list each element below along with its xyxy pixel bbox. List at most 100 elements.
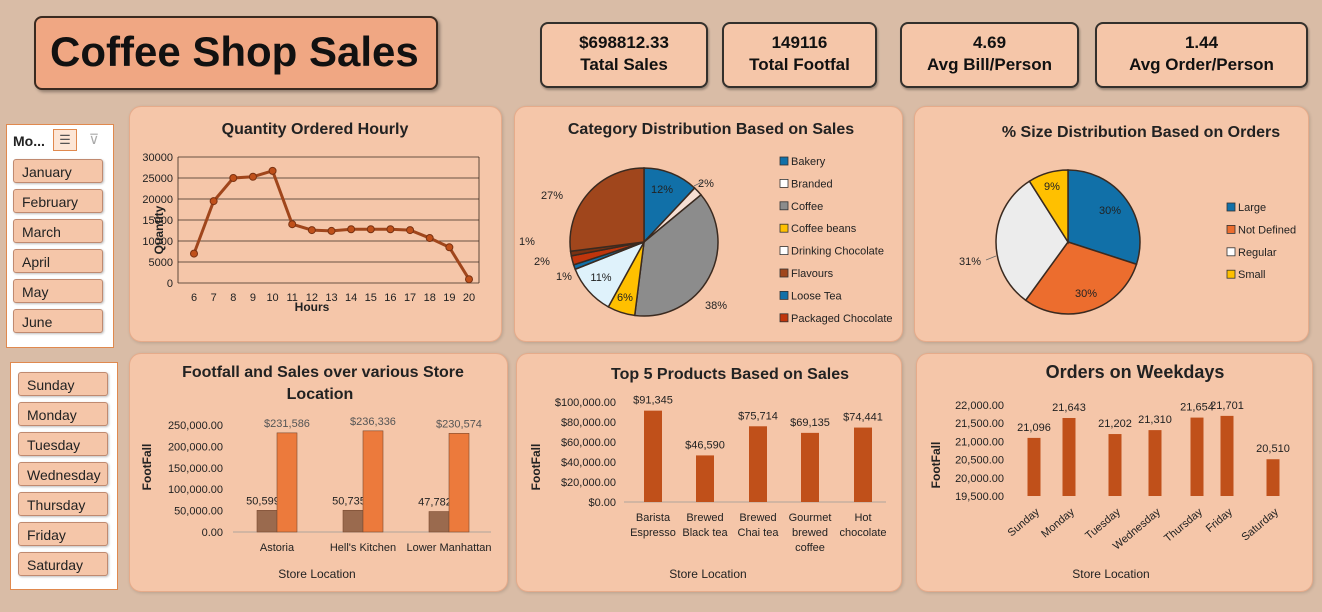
legend-swatch (779, 313, 789, 323)
bar-value-label: $69,135 (790, 417, 830, 429)
x-axis-label: Store Location (669, 567, 746, 581)
x-tick-label: 6 (191, 292, 197, 304)
data-point (307, 226, 316, 235)
panel-hourly (129, 106, 502, 342)
x-tick-label: Astoria (260, 542, 295, 554)
x-tick-label: 11 (287, 292, 298, 304)
dashboard-title: Coffee Shop Sales (50, 28, 419, 75)
x-tick-label: 19 (443, 292, 455, 304)
legend-swatch (1226, 202, 1236, 212)
slicer-item-tuesday[interactable]: Tuesday (18, 432, 108, 456)
slicer-item-wednesday[interactable]: Wednesday (18, 462, 108, 486)
legend-swatch (779, 179, 789, 188)
bar (1148, 430, 1162, 496)
legend-label: Large (1238, 202, 1266, 214)
bar-value-label: 50,599 (246, 495, 280, 507)
legend-swatch (1226, 225, 1236, 234)
kpi-label: Total Footfal (749, 55, 850, 74)
slicer-item-saturday[interactable]: Saturday (18, 552, 108, 576)
y-axis-label: FootFall (140, 444, 154, 491)
x-tick-label: 13 (325, 292, 337, 304)
bar-value-label: 47,782 (418, 497, 452, 509)
y-tick-label: 25000 (142, 173, 173, 185)
kpi-label: Avg Bill/Person (926, 55, 1052, 74)
y-axis-label: FootFall (529, 444, 543, 491)
y-tick-label: 50,000.00 (174, 506, 223, 518)
y-tick-label: 150,000.00 (168, 463, 223, 475)
x-tick-label: 18 (424, 292, 436, 304)
bar (362, 430, 384, 533)
slicer-item-june[interactable]: June (13, 309, 103, 333)
legend-label: Regular (1238, 247, 1277, 259)
slice-label: 2% (698, 178, 714, 190)
y-tick-label: 15000 (142, 215, 173, 227)
bar (854, 427, 872, 502)
slicer-item-may[interactable]: May (13, 279, 103, 303)
slicer-item-friday[interactable]: Friday (18, 522, 108, 546)
slicer-item-march[interactable]: March (13, 219, 103, 243)
kpi-total-sales: $698812.33 Tatal Sales (540, 22, 708, 88)
y-tick-label: 21,500.00 (955, 418, 1004, 430)
data-point (347, 225, 356, 234)
clear-filter-icon[interactable]: ⊽ (88, 131, 100, 147)
slice-label: 11% (590, 272, 611, 284)
x-tick-label: Gourmet (789, 512, 832, 524)
kpi-value: $698812.33 (579, 33, 669, 52)
x-tick-label: 14 (345, 292, 357, 304)
multi-select-icon[interactable]: ☰ (53, 129, 77, 151)
y-tick-label: $80,000.00 (561, 417, 616, 429)
bar-value-label: $236,336 (350, 416, 396, 428)
kpi-value: 4.69 (972, 33, 1007, 52)
x-tick-label: brewed (792, 527, 828, 539)
bar (256, 510, 278, 533)
bar-value-label: $74,441 (843, 412, 883, 424)
chart-size: % Size Distribution Based on Orders 30% 3… (959, 124, 1296, 315)
y-tick-label: 0.00 (202, 527, 223, 539)
slicer-item-january[interactable]: January (13, 159, 103, 183)
bar-value-label: $91,345 (633, 395, 673, 407)
x-tick-label: coffee (795, 542, 825, 554)
legend-label: Loose Tea (791, 290, 842, 302)
slice-label: 6% (617, 292, 633, 304)
y-tick-label: 5000 (149, 257, 173, 269)
leader-line (985, 255, 997, 261)
y-tick-label: 10000 (142, 236, 173, 248)
bar (448, 433, 470, 533)
data-point (386, 225, 395, 234)
x-tick-label: Brewed (739, 512, 776, 524)
kpi-label: Tatal Sales (580, 55, 668, 74)
slicer-item-february[interactable]: February (13, 189, 103, 213)
kpi-total-footfall: 149116 Total Footfal (722, 22, 877, 88)
legend-swatch (779, 290, 789, 300)
slicer-item-monday[interactable]: Monday (18, 402, 108, 426)
slice-label: 1% (556, 271, 572, 283)
slice-label: 38% (705, 300, 727, 312)
legend-swatch (779, 223, 789, 233)
slicer-item-thursday[interactable]: Thursday (18, 492, 108, 516)
y-tick-label: 21,000.00 (955, 436, 1004, 448)
bar (1027, 437, 1041, 496)
x-axis-label: Hours (295, 300, 330, 314)
slicer-item-sunday[interactable]: Sunday (18, 372, 108, 396)
x-tick-label: 10 (266, 292, 278, 304)
slice-label: 27% (541, 190, 563, 202)
bar-value-label: 20,510 (1256, 443, 1290, 455)
y-tick-label: 200,000.00 (168, 441, 223, 453)
chart-title-line2: Location (287, 386, 354, 403)
x-tick-label: Black tea (682, 527, 728, 539)
y-tick-label: 20,000.00 (955, 473, 1004, 485)
x-tick-label: chocolate (839, 527, 886, 539)
data-point (406, 226, 415, 235)
kpi-value: 149116 (771, 33, 828, 52)
data-point (327, 226, 336, 235)
data-point (445, 243, 454, 252)
slicer-header: Mo... (13, 133, 45, 149)
kpi-label: Avg Order/Person (1129, 55, 1274, 74)
pie-slice (995, 180, 1069, 302)
y-tick-label: $20,000.00 (561, 477, 616, 489)
bar (1266, 459, 1280, 496)
slicer-item-april[interactable]: April (13, 249, 103, 273)
x-tick-label: 17 (404, 292, 416, 304)
legend-label: Not Defined (1238, 224, 1296, 236)
chart-hourly: Quantity Ordered Hourly Quantity Hours 0… (142, 121, 480, 314)
